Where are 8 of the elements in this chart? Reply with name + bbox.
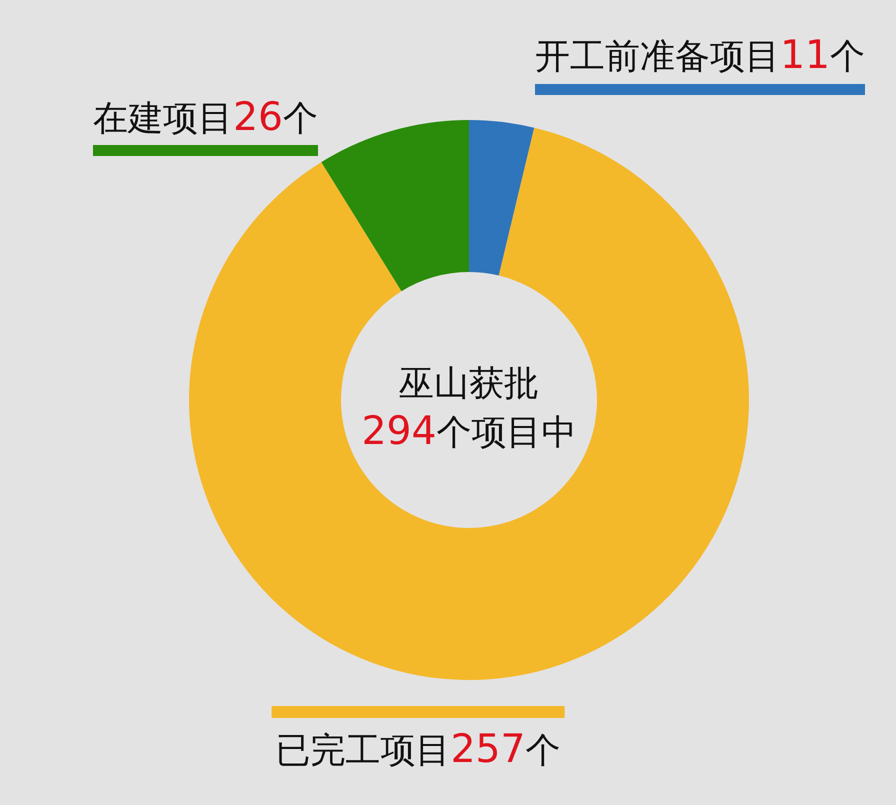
data-label: 257个 [450, 727, 560, 772]
slice-label: 在建项目 [93, 99, 234, 139]
text: 巫山获批 [399, 364, 539, 404]
data-label: 11个 [780, 33, 865, 78]
text: 294个项目中 [362, 409, 576, 454]
slice-label: 开工前准备项目 [535, 37, 780, 77]
data-label: 26个 [233, 95, 318, 140]
slice-label: 已完工项目 [276, 731, 451, 771]
